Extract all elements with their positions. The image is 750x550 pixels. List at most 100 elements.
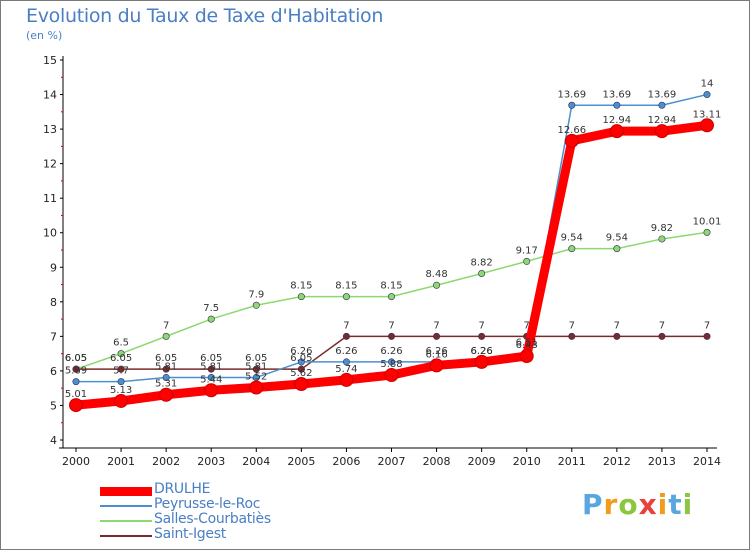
data-label: 6.16	[425, 349, 447, 360]
data-point-3	[342, 332, 350, 340]
data-label: 6.05	[245, 353, 267, 364]
data-label: 7	[524, 320, 530, 331]
data-label: 5.88	[380, 359, 402, 370]
data-point-2	[162, 332, 170, 340]
legend-label: Salles-Courbatiès	[154, 511, 271, 527]
data-label: 8.82	[471, 257, 493, 268]
data-label: 13.69	[557, 89, 586, 100]
logo-letter: P	[582, 488, 604, 521]
data-label: 5.69	[65, 366, 87, 377]
data-label: 13.69	[648, 89, 677, 100]
data-label: 8.48	[425, 269, 447, 280]
data-label: 6.5	[113, 338, 129, 349]
data-label: 7	[569, 320, 575, 331]
data-point-0	[429, 358, 444, 373]
data-point-2	[117, 350, 125, 358]
data-point-0	[654, 124, 669, 139]
data-label: 6.05	[200, 353, 222, 364]
data-label: 6.05	[65, 353, 87, 364]
data-point-2	[387, 293, 395, 301]
data-point-1	[342, 358, 350, 366]
data-point-0	[159, 387, 174, 402]
chart-title: Evolution du Taux de Taxe d'Habitation	[26, 5, 384, 27]
x-tick-label: 2008	[423, 455, 451, 468]
data-label: 6.26	[290, 346, 312, 357]
legend-swatch	[100, 486, 152, 496]
data-point-1	[568, 101, 576, 109]
data-point-3	[387, 332, 395, 340]
y-axis-unit: (en %)	[26, 29, 63, 42]
data-point-3	[207, 365, 215, 373]
data-point-3	[252, 365, 260, 373]
legend-swatch	[100, 535, 152, 537]
data-label: 5.44	[200, 374, 222, 385]
data-point-0	[564, 133, 579, 148]
data-label: 12.66	[557, 125, 586, 136]
x-tick-label: 2002	[152, 455, 180, 468]
data-label: 13.11	[693, 109, 722, 120]
logo-letter: r	[603, 488, 619, 521]
data-label: 10.01	[693, 216, 722, 227]
legend-swatch	[100, 520, 152, 522]
data-label: 5.62	[290, 368, 312, 379]
y-tick-label: 15	[43, 54, 57, 67]
data-point-0	[384, 368, 399, 383]
x-tick-label: 2004	[242, 455, 270, 468]
data-label: 6.26	[425, 346, 447, 357]
data-point-1	[117, 378, 125, 386]
data-point-3	[433, 332, 441, 340]
y-tick-label: 11	[43, 192, 57, 205]
data-point-1	[297, 358, 305, 366]
y-tick-label: 4	[50, 434, 57, 447]
series-lines	[69, 91, 714, 413]
data-point-3	[568, 332, 576, 340]
data-label: 6.26	[471, 346, 493, 357]
data-label: 6.51	[516, 337, 538, 348]
data-point-1	[387, 358, 395, 366]
logo-letter: t	[668, 488, 683, 521]
data-point-1	[658, 101, 666, 109]
data-point-3	[613, 332, 621, 340]
axes: 4 5 6 7 8 9 10 11 12 13 14 15 2000 2001 2002 2003 2004 20…	[43, 54, 721, 468]
data-point-0	[474, 354, 489, 369]
data-label: 9.82	[651, 223, 673, 234]
x-tick-label: 2001	[107, 455, 135, 468]
logo-letter: i	[657, 488, 669, 521]
data-label: 5.74	[335, 364, 357, 375]
data-point-3	[297, 365, 305, 373]
data-label: 8.15	[335, 281, 357, 292]
data-point-0	[339, 372, 354, 387]
data-label: 7	[478, 320, 484, 331]
legend-swatch	[100, 505, 152, 507]
x-tick-label: 2009	[468, 455, 496, 468]
data-point-0	[609, 124, 624, 139]
data-point-2	[342, 293, 350, 301]
data-point-0	[204, 383, 219, 398]
data-point-1	[613, 101, 621, 109]
logo-letter: x	[638, 488, 658, 521]
y-tick-label: 7	[50, 330, 57, 343]
data-label: 8.15	[290, 281, 312, 292]
data-label: 9.54	[561, 233, 583, 244]
x-tick-label: 2010	[513, 455, 541, 468]
data-label: 6.26	[471, 346, 493, 357]
data-point-2	[433, 281, 441, 289]
data-point-2	[252, 301, 260, 309]
data-point-2	[478, 269, 486, 277]
data-point-1	[207, 373, 215, 381]
data-label: 7.5	[203, 303, 219, 314]
data-label: 8.15	[380, 281, 402, 292]
data-labels: 5.01 5.135.31 5.44 5.52 5.62 5.74 5.886.16 6.26…	[65, 79, 721, 401]
data-label: 7	[163, 320, 169, 331]
data-point-2	[207, 315, 215, 323]
data-point-1	[162, 373, 170, 381]
x-tick-label: 2007	[378, 455, 406, 468]
x-tick-label: 2000	[62, 455, 90, 468]
data-label: 13.69	[603, 89, 632, 100]
data-label: 5.81	[200, 361, 222, 372]
data-point-2	[523, 257, 531, 265]
legend-label: Peyrusse-le-Roc	[154, 496, 261, 512]
data-label: 9.54	[606, 233, 628, 244]
